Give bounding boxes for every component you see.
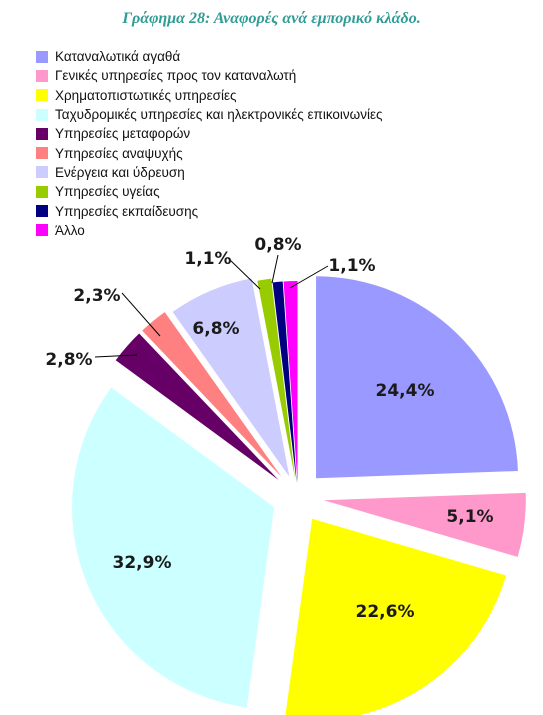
legend-item: Υπηρεσίες μεταφορών	[36, 124, 383, 143]
legend-item: Ταχυδρομικές υπηρεσίες και ηλεκτρονικές …	[36, 105, 383, 124]
data-label: 32,9%	[113, 553, 172, 573]
data-label: 0,8%	[254, 235, 301, 255]
legend-item: Καταναλωτικά αγαθά	[36, 47, 383, 66]
legend-label: Υπηρεσίες εκπαίδευσης	[55, 203, 199, 219]
legend-item: Υπηρεσίες αναψυχής	[36, 143, 383, 162]
pie-slice	[283, 281, 298, 484]
legend-swatch	[36, 89, 48, 102]
legend-swatch	[36, 205, 48, 218]
legend-item: Υπηρεσίες υγείας	[36, 182, 383, 201]
legend-label: Υπηρεσίες αναψυχής	[55, 145, 183, 161]
legend-label: Υπηρεσίες υγείας	[55, 184, 160, 200]
data-label: 1,1%	[328, 256, 375, 276]
legend-swatch	[36, 166, 48, 179]
legend-swatch	[36, 224, 48, 237]
pie-slice	[323, 492, 526, 557]
pie-slice	[285, 518, 507, 715]
leader-line	[289, 265, 329, 289]
leader-line	[227, 257, 261, 290]
legend-label: Άλλο	[55, 222, 85, 238]
legend-swatch	[36, 50, 48, 63]
legend-swatch	[36, 108, 48, 121]
legend-item: Γενικές υπηρεσίες προς τον καταναλωτή	[36, 66, 383, 85]
legend-item: Ενέργεια και ύδρευση	[36, 163, 383, 182]
data-label: 22,6%	[356, 602, 415, 622]
data-label: 2,3%	[73, 286, 120, 306]
data-label: 24,4%	[376, 381, 435, 401]
legend-item: Άλλο	[36, 221, 383, 240]
leader-line	[121, 292, 161, 337]
legend-label: Υπηρεσίες μεταφορών	[55, 126, 191, 142]
pie-slice	[272, 281, 297, 484]
chart-title: Γράφημα 28: Αναφορές ανά εμπορικό κλάδο.	[122, 10, 421, 27]
pie-slice	[172, 278, 290, 477]
legend-swatch	[36, 127, 48, 140]
legend-item: Χρηματοπιστωτικές υπηρεσίες	[36, 86, 383, 105]
pie-slice	[115, 333, 279, 480]
pie-slice	[316, 276, 518, 479]
legend-label: Ενέργεια και ύδρευση	[55, 164, 185, 180]
legend-label: Καταναλωτικά αγαθά	[55, 49, 181, 65]
data-label: 1,1%	[184, 249, 231, 269]
pie-slice	[142, 312, 282, 477]
data-label: 2,8%	[45, 350, 92, 370]
legend-item: Υπηρεσίες εκπαίδευσης	[36, 201, 383, 220]
legend-label: Ταχυδρομικές υπηρεσίες και ηλεκτρονικές …	[55, 107, 383, 123]
data-label: 6,8%	[192, 319, 239, 339]
leader-line	[271, 254, 279, 284]
legend-label: Χρηματοπιστωτικές υπηρεσίες	[55, 87, 237, 103]
legend-swatch	[36, 69, 48, 82]
legend: Καταναλωτικά αγαθά Γενικές υπηρεσίες προς…	[36, 47, 383, 240]
legend-swatch	[36, 147, 48, 160]
legend-label: Γενικές υπηρεσίες προς τον καταναλωτή	[55, 68, 297, 84]
pie-slice	[72, 387, 275, 708]
legend-swatch	[36, 185, 48, 198]
leader-line	[94, 354, 138, 358]
data-label: 5,1%	[446, 507, 493, 527]
pie-slice	[257, 278, 296, 480]
